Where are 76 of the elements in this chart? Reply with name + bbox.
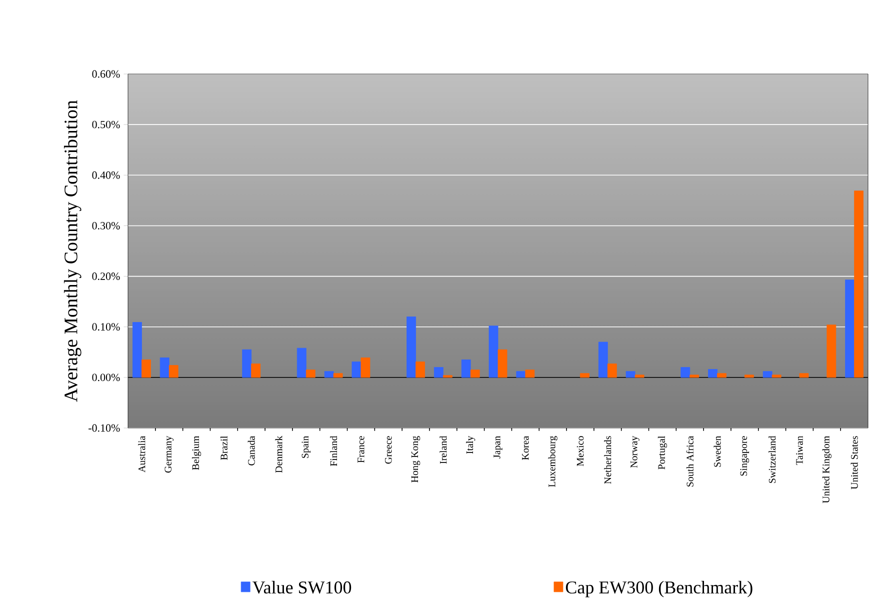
y-tick-label: 0.60% [92,70,120,78]
x-tick-label: Spain [302,436,311,458]
y-tick-label: 0.30% [92,222,120,230]
bar [442,375,452,378]
y-tick-label: 0.00% [92,374,120,382]
x-tick-label: Hong Kong [411,436,420,482]
x-tick-label: Finland [330,436,338,466]
y-tick-label: 0.40% [92,171,120,179]
bar [360,358,370,378]
x-tick-label: Japan [494,436,502,458]
bar [680,367,690,378]
bar [762,371,772,378]
x-tick-label: Korea [522,436,529,460]
x-tick-label: Mexico [576,436,584,466]
x-tick-label: Netherlands [604,436,612,484]
bar [168,365,178,378]
bar [352,362,362,378]
x-tick-label: Denmark [275,436,282,473]
bar [416,362,425,378]
x-tick-label: Sweden [714,436,721,467]
y-tick-label: 0.10% [92,323,120,331]
bar [160,358,170,378]
bar [132,322,142,378]
bar [142,360,151,378]
x-tick-label: Belgium [192,436,202,470]
bar [434,367,444,378]
x-tick-label: United States [850,436,858,490]
x-tick-label: Brazil [220,436,228,460]
bar [626,371,636,378]
bar [333,373,343,378]
x-tick-label: Switzerland [768,436,776,483]
bar [607,364,617,378]
bar [242,349,252,378]
bar [598,342,608,378]
bar [461,360,471,378]
bar [690,374,700,378]
bar [525,370,535,378]
x-tick-label: Germany [164,436,174,473]
y-tick-label: -0.10% [88,424,120,432]
x-tick-label: Italy [466,436,476,454]
x-tick-label: Luxembourg [548,436,558,487]
bar [845,280,855,378]
bar [826,324,836,378]
bar [296,348,306,378]
x-tick-label: Australia [138,436,146,472]
bar [717,373,726,378]
x-tick-label: Portugal [658,436,668,470]
bar [580,373,590,378]
bar [516,371,526,378]
y-axis-title: Average Monthly Country Contribution [64,100,82,402]
x-tick-label: Taiwan [796,436,803,465]
bar [799,373,809,378]
x-tick-label: Singapore [740,436,750,476]
y-tick-label: 0.50% [92,120,120,128]
bar [406,316,416,378]
bar [324,371,334,378]
legend-label: Value SW100 [252,580,352,594]
bar [744,374,754,378]
x-tick-label: United Kingdom [822,436,832,504]
bar [488,326,498,378]
x-tick-label: France [358,436,364,463]
x-tick-label: Norway [630,436,640,468]
bar [498,349,508,378]
legend-label: Cap EW300 (Benchmark) [566,580,752,598]
bar [306,370,316,378]
y-tick-label: 0.20% [92,272,120,280]
bar [251,364,261,378]
x-tick-label: Canada [248,436,255,466]
bar [708,369,718,378]
x-tick-label: Ireland [440,436,447,464]
x-tick-label: Greece [385,436,392,464]
bar [470,370,480,378]
bar [854,190,864,378]
bar [772,374,782,378]
x-tick-label: South Africa [686,436,694,487]
bar [634,374,644,378]
